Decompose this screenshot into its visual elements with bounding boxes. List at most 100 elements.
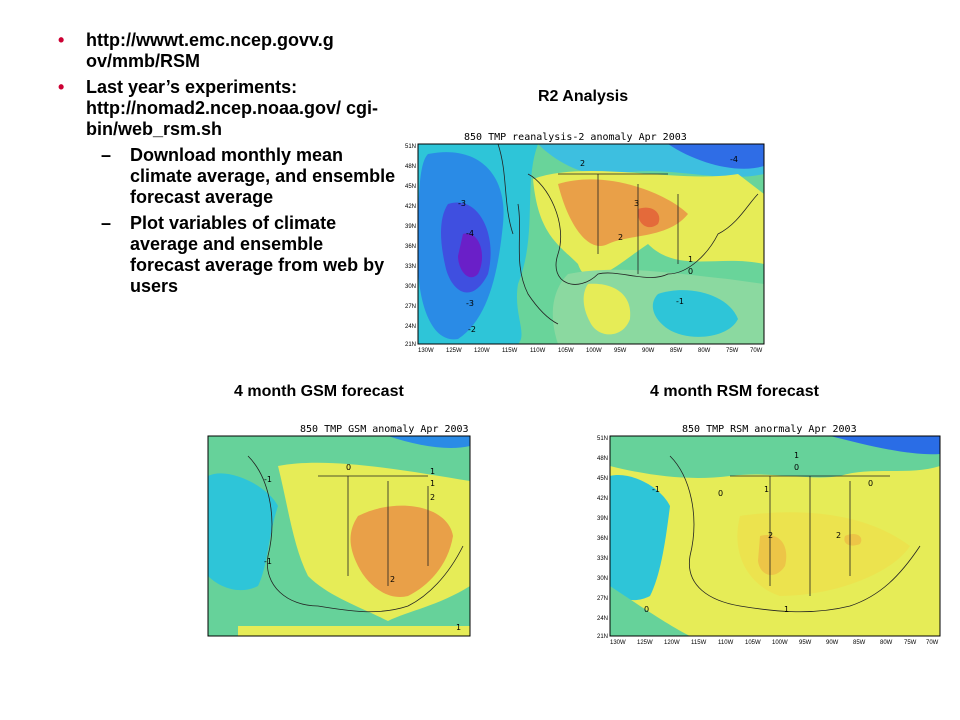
contour-label: 0 <box>718 489 723 498</box>
lon-tick: 115W <box>691 640 707 646</box>
lat-tick: 39N <box>597 516 608 522</box>
contour-label: 1 <box>784 605 789 614</box>
contour-label: 1 <box>430 479 435 488</box>
contour-label: 1 <box>764 485 769 494</box>
contour-label: 2 <box>768 531 773 540</box>
contour-label: -4 <box>730 155 738 164</box>
bullet-item: • http://wwwt.emc.ncep.govv.g ov/mmb/RSM <box>58 30 398 72</box>
contour-label: 2 <box>618 233 623 242</box>
contour-label: 0 <box>346 463 351 472</box>
map-title: 850 TMP reanalysis-2 anomaly Apr 2003 <box>464 132 687 143</box>
contour-label: 0 <box>794 463 799 472</box>
lat-tick: 24N <box>405 324 416 330</box>
sub-bullet-marker: – <box>101 213 112 233</box>
map-gsm-forecast: 850 TMP GSM anomaly Apr 2003 -1 0 1 1 2 … <box>194 420 474 648</box>
map-title: 850 TMP GSM anomaly Apr 2003 <box>300 424 469 435</box>
lat-tick: 27N <box>405 304 416 310</box>
contour-label: 2 <box>836 531 841 540</box>
lat-tick: 45N <box>405 184 416 190</box>
lon-tick: 90W <box>826 640 839 646</box>
lon-tick: 110W <box>530 348 546 354</box>
lon-tick: 120W <box>664 640 680 646</box>
contour-label: -2 <box>468 325 476 334</box>
caption-r2-analysis: R2 Analysis <box>538 88 629 105</box>
map-rsm-svg: 850 TMP RSM anormaly Apr 2003 1 0 -1 0 1… <box>596 420 946 648</box>
contour-label: 0 <box>688 267 693 276</box>
map-r2-svg: 51N 48N 45N 42N 39N 36N 33N 30N 27N 24N … <box>404 128 768 354</box>
lon-tick: 95W <box>799 640 812 646</box>
bullet-marker: • <box>58 77 65 97</box>
bullet-text-experiments[interactable]: Last year’s experiments: http://nomad2.n… <box>86 77 379 139</box>
lat-tick: 45N <box>597 476 608 482</box>
lon-tick: 105W <box>745 640 761 646</box>
lon-tick: 100W <box>586 348 602 354</box>
contour-label: 2 <box>390 575 395 584</box>
lon-tick: 100W <box>772 640 788 646</box>
sub-bullet-marker: – <box>101 145 112 165</box>
contour-label: 1 <box>430 467 435 476</box>
lon-tick: 85W <box>670 348 683 354</box>
contour-label: -3 <box>458 199 466 208</box>
contour-label: -4 <box>466 229 474 238</box>
contour-label: -1 <box>676 297 684 306</box>
lat-tick: 36N <box>597 536 608 542</box>
lat-tick: 30N <box>405 284 416 290</box>
caption-gsm-forecast: 4 month GSM forecast <box>234 383 404 400</box>
lon-tick: 80W <box>880 640 893 646</box>
contour-label: -1 <box>264 557 272 566</box>
lon-tick: 70W <box>750 348 763 354</box>
lat-tick: 42N <box>405 204 416 210</box>
lon-tick: 95W <box>614 348 627 354</box>
lat-tick: 33N <box>405 264 416 270</box>
lon-tick: 85W <box>853 640 866 646</box>
lon-tick: 105W <box>558 348 574 354</box>
lon-tick: 120W <box>474 348 490 354</box>
lon-tick: 115W <box>502 348 518 354</box>
bullet-item: • Last year’s experiments: http://nomad2… <box>58 77 398 140</box>
bullet-list: • http://wwwt.emc.ncep.govv.g ov/mmb/RSM… <box>58 30 398 302</box>
lat-tick: 30N <box>597 576 608 582</box>
contour-label: -1 <box>264 475 272 484</box>
map-gsm-svg: 850 TMP GSM anomaly Apr 2003 -1 0 1 1 2 … <box>194 420 474 648</box>
contour-label: -3 <box>466 299 474 308</box>
sub-bullet-item: – Download monthly mean climate average,… <box>58 145 398 208</box>
lat-tick: 33N <box>597 556 608 562</box>
contour-label: 3 <box>634 199 639 208</box>
lon-tick: 125W <box>637 640 653 646</box>
lon-tick: 110W <box>718 640 734 646</box>
lon-tick: 125W <box>446 348 462 354</box>
lon-tick: 130W <box>418 348 434 354</box>
lat-tick: 48N <box>597 456 608 462</box>
contour-label: 1 <box>688 255 693 264</box>
contour-label: 2 <box>580 159 585 168</box>
lon-tick: 130W <box>610 640 626 646</box>
sub-bullet-text: Download monthly mean climate average, a… <box>130 145 396 207</box>
contour-label: -1 <box>652 485 660 494</box>
lon-tick: 80W <box>698 348 711 354</box>
map-rsm-forecast: 850 TMP RSM anormaly Apr 2003 1 0 -1 0 1… <box>596 420 946 648</box>
lat-tick: 27N <box>597 596 608 602</box>
bullet-marker: • <box>58 30 65 50</box>
map-title: 850 TMP RSM anormaly Apr 2003 <box>682 424 857 435</box>
contour-label: 0 <box>868 479 873 488</box>
lon-tick: 75W <box>904 640 917 646</box>
contour-label: 2 <box>430 493 435 502</box>
lat-tick: 24N <box>597 616 608 622</box>
map-r2-analysis: 51N 48N 45N 42N 39N 36N 33N 30N 27N 24N … <box>404 128 768 354</box>
sub-bullet-text: Plot variables of climate average and en… <box>130 213 385 296</box>
bullet-text-rsm-url[interactable]: http://wwwt.emc.ncep.govv.g ov/mmb/RSM <box>86 30 334 71</box>
lon-tick: 90W <box>642 348 655 354</box>
lat-tick: 42N <box>597 496 608 502</box>
lat-tick: 21N <box>597 634 608 640</box>
lon-tick: 75W <box>726 348 739 354</box>
contour-label: 1 <box>456 623 461 632</box>
sub-bullet-item: – Plot variables of climate average and … <box>58 213 398 297</box>
lon-tick: 70W <box>926 640 939 646</box>
lat-tick: 51N <box>405 144 416 150</box>
contour-label: 1 <box>794 451 799 460</box>
lat-tick: 48N <box>405 164 416 170</box>
caption-rsm-forecast: 4 month RSM forecast <box>650 383 819 400</box>
lat-tick: 21N <box>405 342 416 348</box>
lat-tick: 39N <box>405 224 416 230</box>
